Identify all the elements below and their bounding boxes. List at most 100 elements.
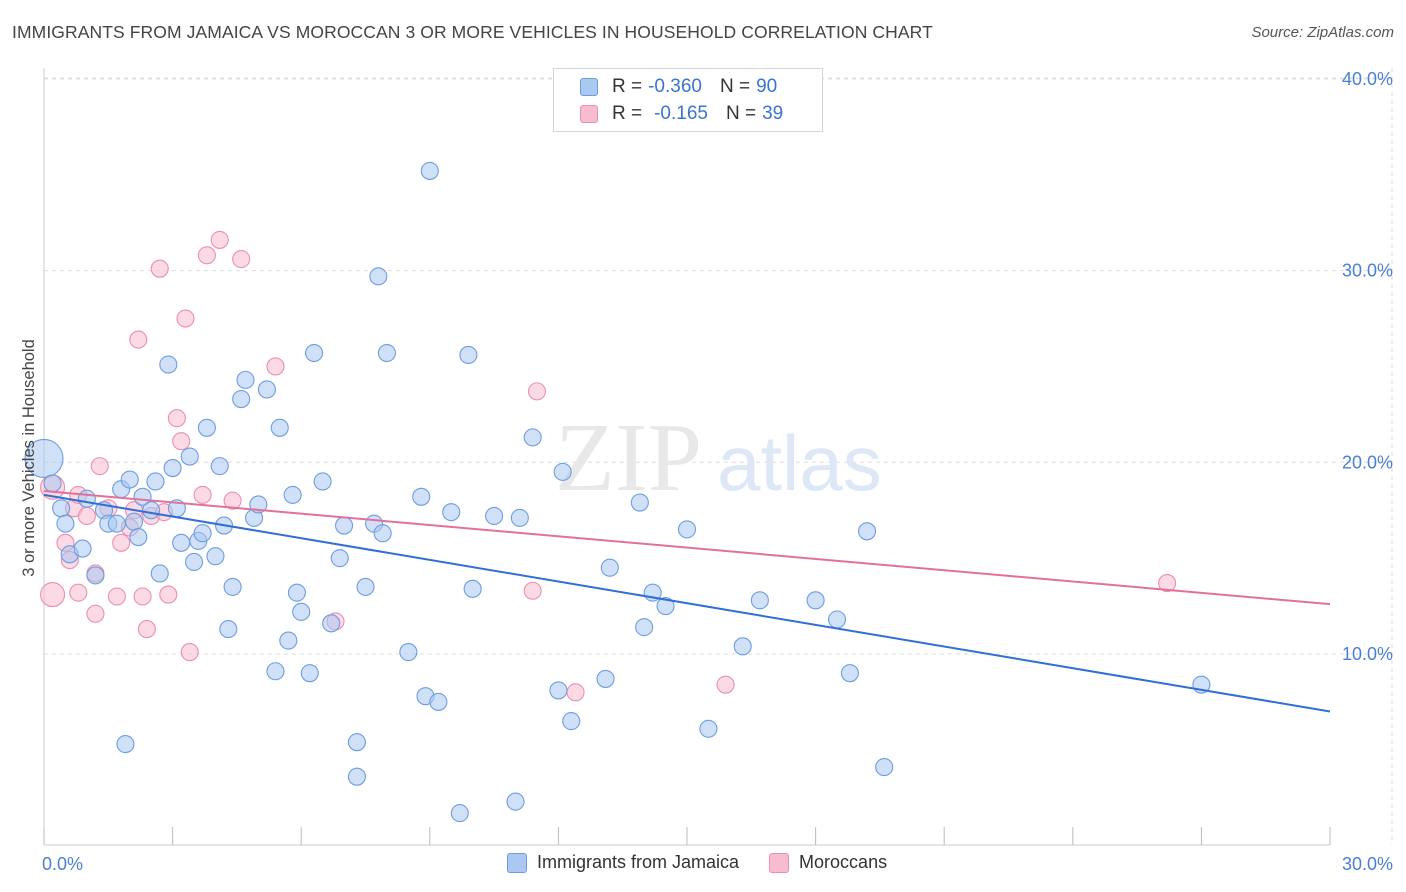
watermark-zip: ZIP — [555, 404, 702, 512]
moroccan-point — [176, 309, 195, 328]
jamaica-point — [506, 792, 525, 811]
jamaica-point — [347, 733, 366, 752]
jamaica-point — [699, 719, 718, 738]
moroccan-point — [107, 587, 126, 606]
jamaica-point — [184, 552, 204, 572]
moroccan-swatch — [769, 852, 790, 873]
moroccan-point — [716, 675, 735, 694]
y-tick-label: 30.0% — [1342, 261, 1393, 281]
jamaica-point — [399, 643, 418, 662]
jamaica-point — [677, 520, 697, 539]
series-legend-moroccans-label: Moroccans — [799, 852, 888, 872]
jamaica-point — [600, 558, 619, 577]
jamaica-trend-line — [43, 493, 1331, 713]
jamaica-point — [219, 620, 238, 639]
moroccan-point — [112, 533, 131, 552]
jamaica-point — [124, 512, 144, 531]
moroccan-point — [566, 683, 585, 702]
moroccan-point — [150, 259, 169, 278]
trend-lines — [43, 490, 1331, 713]
source-credit: Source: ZipAtlas.com — [1251, 24, 1394, 41]
jamaica-point — [347, 767, 366, 786]
jamaica-point — [840, 664, 859, 683]
legend-r-label: R = — [612, 103, 643, 124]
x-tick-label-max: 30.0% — [1342, 854, 1393, 874]
jamaica-point — [232, 389, 251, 409]
jamaica-point — [150, 564, 169, 583]
moroccan-point — [167, 409, 186, 428]
jamaica-point — [73, 539, 92, 558]
legend-n-label: N = — [725, 103, 757, 124]
jamaica-point — [369, 267, 388, 286]
watermark: ZIP atlas — [555, 404, 882, 512]
jamaica-point — [459, 345, 478, 364]
moroccan-trend-line — [43, 490, 1331, 606]
moroccan-point — [159, 585, 178, 604]
moroccan-point — [129, 330, 148, 349]
moroccan-point — [172, 432, 191, 451]
jamaica-point — [24, 438, 64, 479]
moroccan-point — [197, 246, 216, 265]
y-tick-label: 20.0% — [1342, 452, 1393, 472]
legend-r-value: -0.360 — [648, 76, 702, 97]
jamaica-point — [510, 508, 529, 527]
jamaica-point — [305, 343, 324, 363]
series-legend-moroccans[interactable]: Moroccans — [769, 852, 887, 873]
jamaica-swatch — [580, 78, 598, 96]
moroccan-point — [527, 382, 547, 401]
jamaica-point — [180, 447, 199, 466]
jamaica-point — [142, 501, 161, 520]
moroccan-point — [137, 620, 156, 639]
legend-r-value: -0.165 — [654, 103, 708, 124]
moroccan-point — [133, 587, 152, 606]
moroccan-point — [223, 491, 242, 510]
jamaica-point — [562, 712, 581, 731]
jamaica-point — [313, 472, 332, 491]
jamaica-point — [373, 524, 392, 543]
legend-n-value: 39 — [762, 103, 784, 124]
series-legend-jamaica[interactable]: Immigrants from Jamaica — [507, 852, 739, 873]
jamaica-point — [56, 514, 75, 533]
jamaica-point — [630, 493, 649, 512]
jamaica-point — [733, 637, 752, 656]
jamaica-point — [279, 631, 298, 650]
jamaica-point — [412, 487, 431, 506]
moroccan-point — [210, 230, 229, 249]
series-legend: Immigrants from Jamaica Moroccans — [507, 852, 917, 873]
jamaica-swatch — [507, 852, 527, 873]
moroccan-point — [77, 506, 96, 526]
jamaica-point — [450, 804, 469, 823]
y-tick-label: 10.0% — [1342, 644, 1393, 664]
y-tick-labels: 10.0% 20.0% 30.0% 40.0% — [1342, 69, 1393, 664]
moroccan-point — [193, 485, 212, 504]
moroccan-point — [523, 581, 542, 600]
moroccan-point — [40, 582, 66, 608]
watermark-atlas: atlas — [717, 419, 882, 507]
jamaica-point — [266, 662, 285, 681]
jamaica-point — [377, 343, 396, 363]
moroccan-point — [232, 250, 251, 269]
jamaica-point — [236, 370, 255, 389]
jamaica-point — [330, 549, 349, 568]
jamaica-point — [77, 489, 96, 508]
moroccan-point — [266, 357, 285, 376]
jamaica-point — [210, 457, 229, 476]
jamaica-point — [523, 428, 542, 447]
jamaica-point — [283, 485, 302, 504]
jamaica-point — [172, 533, 191, 552]
x-tick-label-min: 0.0% — [42, 854, 83, 874]
jamaica-point — [463, 579, 482, 598]
y-axis-label: 3 or more Vehicles in Household — [20, 339, 38, 577]
moroccan-point — [180, 643, 199, 662]
jamaica-point — [206, 547, 225, 566]
jamaica-point — [159, 355, 178, 374]
moroccan-point — [90, 457, 109, 476]
moroccan-point — [1158, 574, 1177, 593]
jamaica-point — [806, 591, 825, 610]
legend-n-value: 90 — [756, 76, 778, 97]
jamaica-point — [129, 528, 148, 547]
legend-row-moroccans: R = -0.165 N = 39 — [580, 102, 783, 126]
jamaica-point — [43, 474, 62, 493]
jamaica-point — [52, 499, 71, 518]
gridlines — [44, 68, 1393, 845]
